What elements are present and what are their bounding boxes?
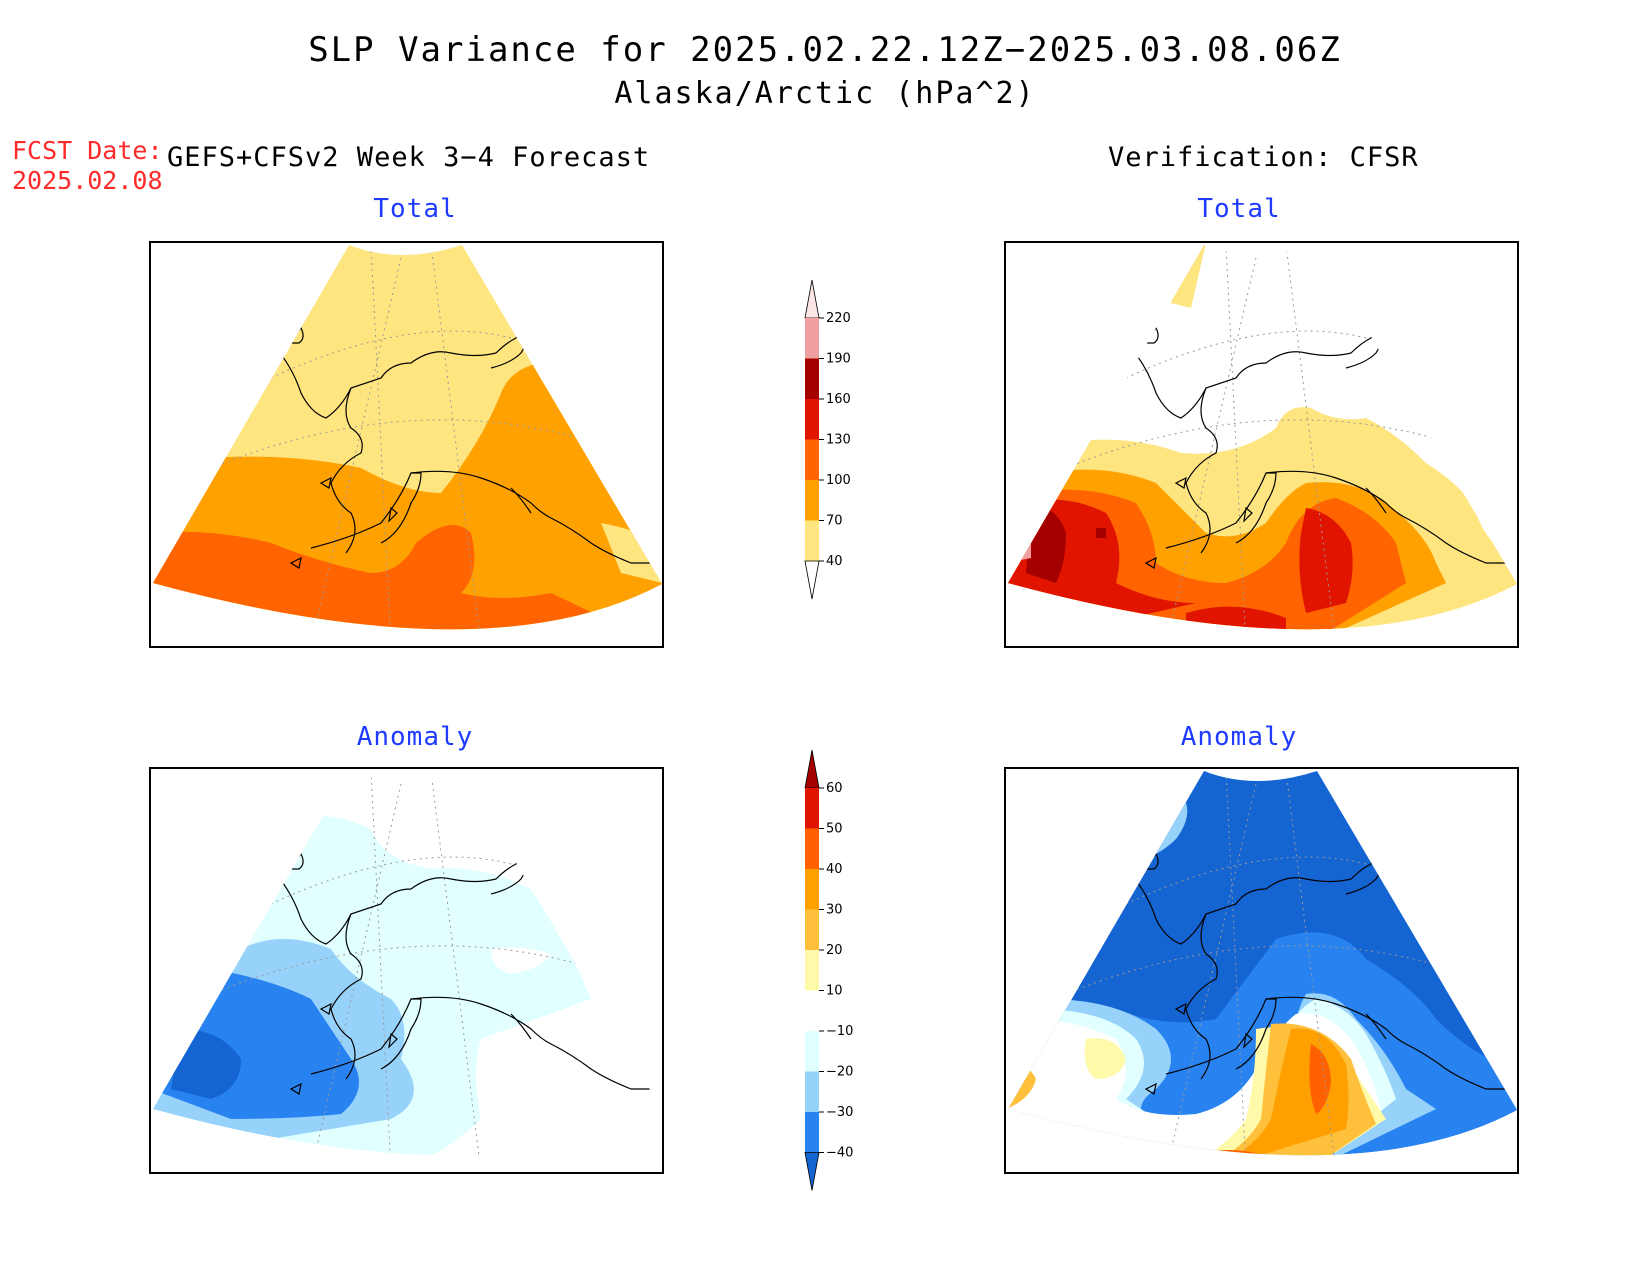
colorbar-anomaly-segment (805, 788, 819, 829)
forecast-date-label: FCST Date: (12, 136, 163, 165)
colorbar-anomaly-top-extension (804, 750, 820, 789)
colorbar-total-bottom-extension (804, 560, 820, 600)
map-verification-anomaly (1004, 767, 1519, 1174)
panel-title-forecast-total: Total (373, 194, 457, 224)
colorbar-anomaly-segment (805, 869, 819, 910)
colorbar-total-top-extension (804, 280, 820, 319)
panel-title-forecast-anomaly: Anomaly (356, 722, 474, 752)
colorbar-total-tick-label: 190 (826, 352, 851, 367)
graticule (1065, 245, 1467, 630)
colorbar-anomaly-bottom-extension (804, 1152, 820, 1191)
colorbar-total-segment (805, 318, 819, 359)
colorbar-total-segment (805, 358, 819, 399)
shade-130-160-east (1299, 508, 1353, 613)
colorbar-anomaly-tick-label: 40 (826, 862, 843, 877)
shade-40-70-north (1171, 245, 1206, 308)
colorbar-anomaly-tick-label: −30 (826, 1105, 853, 1120)
colorbar-total-segment (805, 399, 819, 440)
shade-50-60 (1216, 1160, 1256, 1172)
colorbar-total: 40 70 100 130 160 190 220 (804, 280, 851, 600)
chart-title: SLP Variance for 2025.02.22.12Z−2025.03.… (308, 30, 1342, 70)
graticule (210, 245, 612, 630)
colorbar-anomaly-tick-label: 50 (826, 822, 843, 837)
forecast-date-value: 2025.02.08 (12, 166, 163, 195)
colorbar-total-tick-label: 40 (826, 554, 843, 569)
left-column-heading: GEFS+CFSv2 Week 3−4 Forecast (167, 142, 651, 173)
chart-subtitle: Alaska/Arctic (hPa^2) (614, 76, 1036, 111)
colorbar-anomaly-tick-label: −20 (826, 1065, 853, 1080)
colorbar-anomaly-tick-label: 20 (826, 943, 843, 958)
colorbar-total-tick-label: 130 (826, 433, 851, 448)
colorbar-total-tick-label: 100 (826, 473, 851, 488)
map-forecast-total (149, 241, 664, 648)
shade-190-220 (1008, 528, 1031, 563)
colorbar-anomaly-segment (805, 1112, 819, 1153)
forecast-date: FCST Date: 2025.02.08 (12, 136, 163, 196)
colorbar-anomaly-tick-label: 30 (826, 903, 843, 918)
coastline (1125, 838, 1517, 1095)
colorbar-anomaly-segment (805, 1031, 819, 1072)
graticule (210, 771, 612, 1156)
colorbar-anomaly: −40 −30 −20 −10 10 20 30 40 50 60 (804, 750, 853, 1191)
panel-title-verification-anomaly: Anomaly (1180, 722, 1298, 752)
colorbar-anomaly-segment (805, 909, 819, 950)
colorbar-anomaly-tick-label: 10 (826, 984, 843, 999)
colorbar-total-tick-label: 220 (826, 311, 851, 326)
colorbar-anomaly-tick-label: −40 (826, 1146, 853, 1161)
colorbar-total-segment (805, 439, 819, 480)
panel-title-verification-total: Total (1197, 194, 1281, 224)
map-verification-total (1004, 241, 1519, 648)
colorbar-total-segment (805, 520, 819, 561)
colorbar-total-segment (805, 480, 819, 521)
colorbar-total-tick-label: 160 (826, 392, 851, 407)
colorbar-anomaly-tick-label: −10 (826, 1024, 853, 1039)
colorbar-anomaly-segment (805, 990, 819, 1031)
colorbar-anomaly-segment (805, 950, 819, 991)
colorbar-anomaly-segment (805, 828, 819, 869)
colorbar-anomaly-tick-label: 60 (826, 781, 843, 796)
map-forecast-anomaly (149, 767, 664, 1174)
shade-40-50 (1309, 1044, 1331, 1114)
right-column-heading: Verification: CFSR (1108, 142, 1419, 173)
colorbar-anomaly-segment (805, 1071, 819, 1112)
graticule (1065, 771, 1467, 1156)
colorbar-total-tick-label: 70 (826, 514, 843, 529)
